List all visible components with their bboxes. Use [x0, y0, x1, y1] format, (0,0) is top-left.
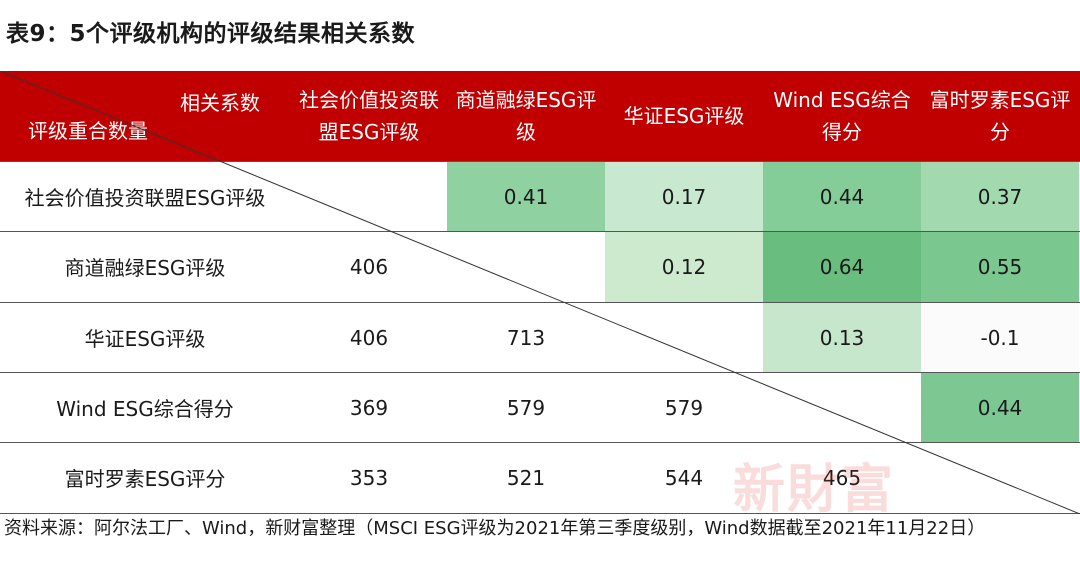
- table-cell: 406: [349, 325, 389, 350]
- table-cell: 0.64: [763, 232, 921, 302]
- column-header: 商道融绿ESG评级: [447, 83, 605, 149]
- row-label: 商道融绿ESG评级: [64, 256, 226, 280]
- table-cell: [605, 303, 763, 372]
- table-cell: 369: [349, 395, 389, 420]
- table-cell: [447, 232, 605, 302]
- table-cell: 0.41: [447, 162, 605, 231]
- table-cell: 521: [506, 466, 546, 490]
- row-label: 社会价值投资联盟ESG评级: [24, 185, 266, 210]
- table-cell: 579: [506, 395, 546, 420]
- column-header-line1: 华证ESG评级: [623, 104, 745, 128]
- column-header-line2: 级: [516, 120, 536, 144]
- table-cell: 713: [506, 325, 546, 350]
- column-header-line1: 社会价值投资联: [299, 88, 439, 112]
- table-cell: 0.44: [763, 162, 921, 231]
- column-header: Wind ESG综合 得分: [763, 83, 921, 149]
- column-header: 社会价值投资联 盟ESG评级: [290, 83, 448, 149]
- table-cell: 406: [349, 255, 389, 279]
- table-cell: 0.37: [921, 162, 1079, 231]
- table-cell: [763, 373, 921, 442]
- table-cell: 0.12: [605, 232, 763, 302]
- table-cell: -0.1: [921, 303, 1079, 372]
- table-cell: [921, 443, 1079, 513]
- column-header-line1: 富时罗素ESG评: [929, 88, 1071, 112]
- row-label: 富时罗素ESG评分: [64, 467, 226, 491]
- table-cell: [290, 162, 448, 231]
- column-header-line2: 盟ESG评级: [318, 120, 420, 144]
- source-note: 资料来源：阿尔法工厂、Wind，新财富整理（MSCI ESG评级为2021年第三…: [4, 518, 986, 539]
- row-label: Wind ESG综合得分: [56, 396, 234, 421]
- table-cell: 0.44: [921, 373, 1079, 442]
- column-header: 富时罗素ESG评分: [921, 83, 1079, 149]
- table-cell: 353: [349, 466, 389, 490]
- column-header-line2: 得分: [822, 120, 862, 144]
- header-corner-bottom: 评级重合数量: [28, 119, 148, 143]
- table-cell: 0.13: [763, 303, 921, 372]
- table-cell: 579: [664, 395, 704, 420]
- column-header-line1: 商道融绿ESG评: [455, 88, 597, 112]
- correlation-table: 相关系数 评级重合数量 社会价值投资联 盟ESG评级 商道融绿ESG评级华证ESG评…: [0, 71, 1080, 514]
- watermark-logo: 新財富: [733, 459, 896, 520]
- column-header: 华证ESG评级: [605, 83, 763, 149]
- row-label: 华证ESG评级: [84, 326, 206, 351]
- table-cell: 0.17: [605, 162, 763, 231]
- column-header-line1: Wind ESG综合: [773, 88, 911, 112]
- header-corner-top: 相关系数: [180, 91, 260, 115]
- table-cell: 0.55: [921, 232, 1079, 302]
- column-header-line2: 分: [990, 120, 1010, 144]
- page-title: 表9：5个评级机构的评级结果相关系数: [6, 21, 416, 47]
